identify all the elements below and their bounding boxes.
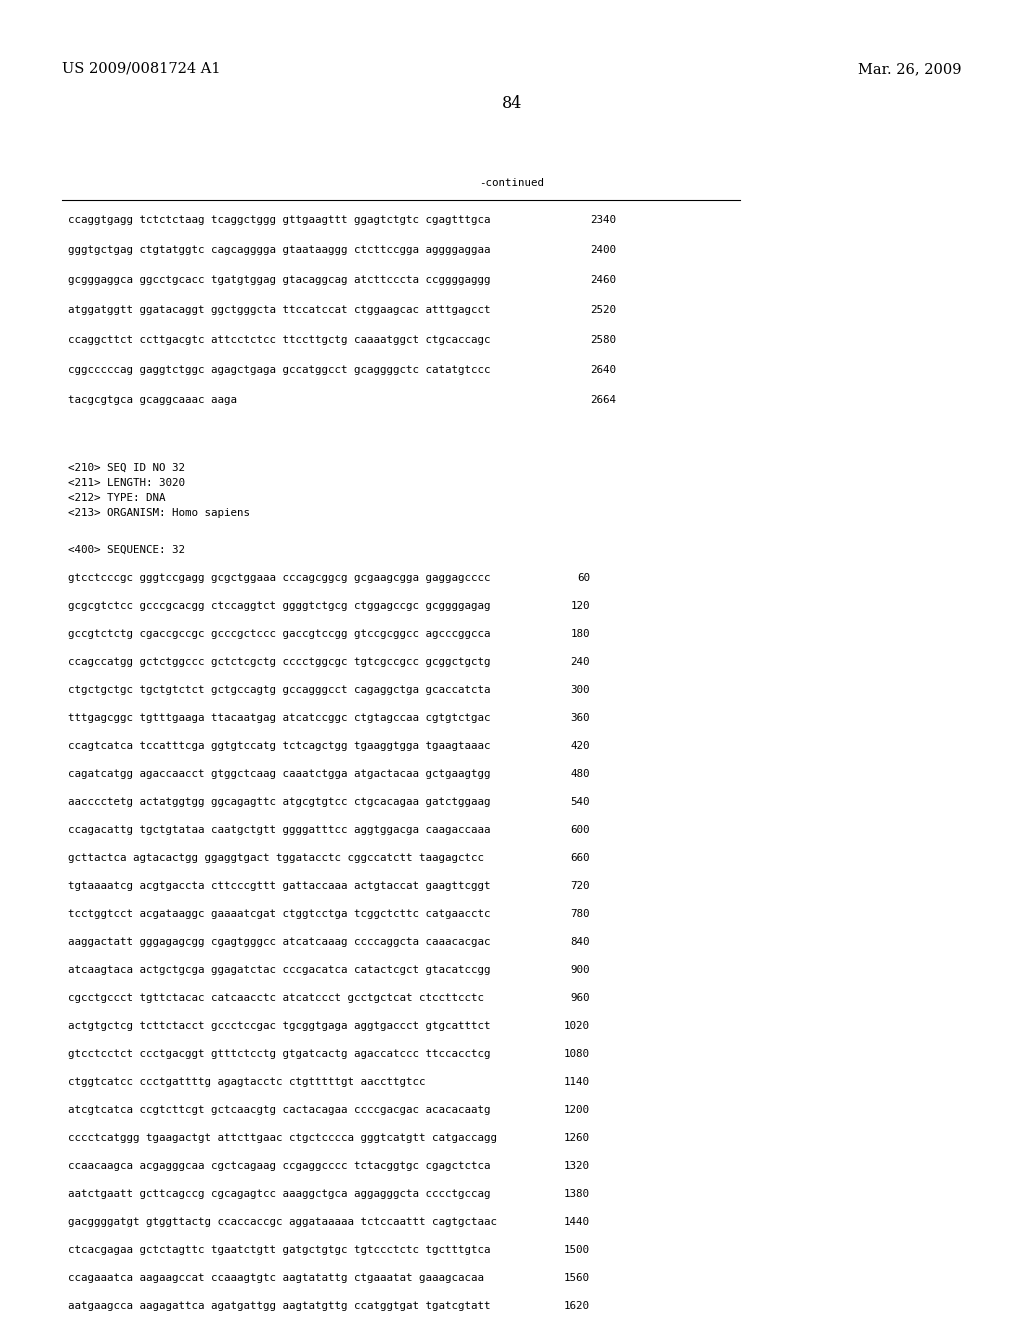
Text: Mar. 26, 2009: Mar. 26, 2009	[858, 62, 962, 77]
Text: aaggactatt gggagagcgg cgagtgggcc atcatcaaag ccccaggcta caaacacgac: aaggactatt gggagagcgg cgagtgggcc atcatca…	[68, 937, 490, 946]
Text: 240: 240	[570, 657, 590, 667]
Text: 120: 120	[570, 601, 590, 611]
Text: 360: 360	[570, 713, 590, 723]
Text: 840: 840	[570, 937, 590, 946]
Text: <211> LENGTH: 3020: <211> LENGTH: 3020	[68, 478, 185, 488]
Text: gtcctcctct ccctgacggt gtttctcctg gtgatcactg agaccatccc ttccacctcg: gtcctcctct ccctgacggt gtttctcctg gtgatca…	[68, 1049, 490, 1059]
Text: ccagaaatca aagaagccat ccaaagtgtc aagtatattg ctgaaatat gaaagcacaa: ccagaaatca aagaagccat ccaaagtgtc aagtata…	[68, 1272, 484, 1283]
Text: US 2009/0081724 A1: US 2009/0081724 A1	[62, 62, 220, 77]
Text: 1500: 1500	[564, 1245, 590, 1255]
Text: 1020: 1020	[564, 1020, 590, 1031]
Text: tttgagcggc tgtttgaaga ttacaatgag atcatccggc ctgtagccaa cgtgtctgac: tttgagcggc tgtttgaaga ttacaatgag atcatcc…	[68, 713, 490, 723]
Text: 2400: 2400	[590, 246, 616, 255]
Text: ccagtcatca tccatttcga ggtgtccatg tctcagctgg tgaaggtgga tgaagtaaac: ccagtcatca tccatttcga ggtgtccatg tctcagc…	[68, 741, 490, 751]
Text: 540: 540	[570, 797, 590, 807]
Text: -continued: -continued	[479, 178, 545, 187]
Text: 1140: 1140	[564, 1077, 590, 1086]
Text: 2340: 2340	[590, 215, 616, 224]
Text: gcttactca agtacactgg ggaggtgact tggatacctc cggccatctt taagagctcc: gcttactca agtacactgg ggaggtgact tggatacc…	[68, 853, 484, 863]
Text: <212> TYPE: DNA: <212> TYPE: DNA	[68, 492, 166, 503]
Text: atcaagtaca actgctgcga ggagatctac cccgacatca catactcgct gtacatccgg: atcaagtaca actgctgcga ggagatctac cccgaca…	[68, 965, 490, 975]
Text: ccagacattg tgctgtataa caatgctgtt ggggatttcc aggtggacga caagaccaaa: ccagacattg tgctgtataa caatgctgtt ggggatt…	[68, 825, 490, 836]
Text: 720: 720	[570, 880, 590, 891]
Text: ccaggtgagg tctctctaag tcaggctggg gttgaagttt ggagtctgtc cgagtttgca: ccaggtgagg tctctctaag tcaggctggg gttgaag…	[68, 215, 490, 224]
Text: tgtaaaatcg acgtgaccta cttcccgttt gattaccaaa actgtaccat gaagttcggt: tgtaaaatcg acgtgaccta cttcccgttt gattacc…	[68, 880, 490, 891]
Text: tacgcgtgca gcaggcaaac aaga: tacgcgtgca gcaggcaaac aaga	[68, 395, 237, 405]
Text: <400> SEQUENCE: 32: <400> SEQUENCE: 32	[68, 545, 185, 554]
Text: gtcctcccgc gggtccgagg gcgctggaaa cccagcggcg gcgaagcgga gaggagcccc: gtcctcccgc gggtccgagg gcgctggaaa cccagcg…	[68, 573, 490, 583]
Text: 1380: 1380	[564, 1189, 590, 1199]
Text: 1200: 1200	[564, 1105, 590, 1115]
Text: 1440: 1440	[564, 1217, 590, 1228]
Text: 1260: 1260	[564, 1133, 590, 1143]
Text: ctgctgctgc tgctgtctct gctgccagtg gccagggcct cagaggctga gcaccatcta: ctgctgctgc tgctgtctct gctgccagtg gccaggg…	[68, 685, 490, 696]
Text: gcgggaggca ggcctgcacc tgatgtggag gtacaggcag atcttcccta ccggggaggg: gcgggaggca ggcctgcacc tgatgtggag gtacagg…	[68, 275, 490, 285]
Text: ccagccatgg gctctggccc gctctcgctg cccctggcgc tgtcgccgcc gcggctgctg: ccagccatgg gctctggccc gctctcgctg cccctgg…	[68, 657, 490, 667]
Text: 900: 900	[570, 965, 590, 975]
Text: 1560: 1560	[564, 1272, 590, 1283]
Text: 660: 660	[570, 853, 590, 863]
Text: <210> SEQ ID NO 32: <210> SEQ ID NO 32	[68, 463, 185, 473]
Text: gacggggatgt gtggttactg ccaccaccgc aggataaaaa tctccaattt cagtgctaac: gacggggatgt gtggttactg ccaccaccgc aggata…	[68, 1217, 497, 1228]
Text: 180: 180	[570, 630, 590, 639]
Text: <213> ORGANISM: Homo sapiens: <213> ORGANISM: Homo sapiens	[68, 508, 250, 517]
Text: gccgtctctg cgaccgccgc gcccgctccc gaccgtccgg gtccgcggcc agcccggcca: gccgtctctg cgaccgccgc gcccgctccc gaccgtc…	[68, 630, 490, 639]
Text: cggcccccag gaggtctggc agagctgaga gccatggcct gcaggggctc catatgtccc: cggcccccag gaggtctggc agagctgaga gccatgg…	[68, 366, 490, 375]
Text: 300: 300	[570, 685, 590, 696]
Text: gggtgctgag ctgtatggtc cagcagggga gtaataaggg ctcttccgga aggggaggaa: gggtgctgag ctgtatggtc cagcagggga gtaataa…	[68, 246, 490, 255]
Text: 960: 960	[570, 993, 590, 1003]
Text: 2640: 2640	[590, 366, 616, 375]
Text: 2520: 2520	[590, 305, 616, 315]
Text: tcctggtcct acgataaggc gaaaatcgat ctggtcctga tcggctcttc catgaacctc: tcctggtcct acgataaggc gaaaatcgat ctggtcc…	[68, 909, 490, 919]
Text: ccaggcttct ccttgacgtc attcctctcc ttccttgctg caaaatggct ctgcaccagc: ccaggcttct ccttgacgtc attcctctcc ttccttg…	[68, 335, 490, 345]
Text: 2460: 2460	[590, 275, 616, 285]
Text: actgtgctcg tcttctacct gccctccgac tgcggtgaga aggtgaccct gtgcatttct: actgtgctcg tcttctacct gccctccgac tgcggtg…	[68, 1020, 490, 1031]
Text: aatgaagcca aagagattca agatgattgg aagtatgttg ccatggtgat tgatcgtatt: aatgaagcca aagagattca agatgattgg aagtatg…	[68, 1302, 490, 1311]
Text: atcgtcatca ccgtcttcgt gctcaacgtg cactacagaa ccccgacgac acacacaatg: atcgtcatca ccgtcttcgt gctcaacgtg cactaca…	[68, 1105, 490, 1115]
Text: 1620: 1620	[564, 1302, 590, 1311]
Text: 1080: 1080	[564, 1049, 590, 1059]
Text: 1320: 1320	[564, 1162, 590, 1171]
Text: 600: 600	[570, 825, 590, 836]
Text: 780: 780	[570, 909, 590, 919]
Text: 420: 420	[570, 741, 590, 751]
Text: atggatggtt ggatacaggt ggctgggcta ttccatccat ctggaagcac atttgagcct: atggatggtt ggatacaggt ggctgggcta ttccatc…	[68, 305, 490, 315]
Text: cccctcatggg tgaagactgt attcttgaac ctgctcccca gggtcatgtt catgaccagg: cccctcatggg tgaagactgt attcttgaac ctgctc…	[68, 1133, 497, 1143]
Text: ctggtcatcc ccctgattttg agagtacctc ctgtttttgt aaccttgtcc: ctggtcatcc ccctgattttg agagtacctc ctgttt…	[68, 1077, 426, 1086]
Text: aatctgaatt gcttcagccg cgcagagtcc aaaggctgca aggagggcta cccctgccag: aatctgaatt gcttcagccg cgcagagtcc aaaggct…	[68, 1189, 490, 1199]
Text: gcgcgtctcc gcccgcacgg ctccaggtct ggggtctgcg ctggagccgc gcggggagag: gcgcgtctcc gcccgcacgg ctccaggtct ggggtct…	[68, 601, 490, 611]
Text: 2580: 2580	[590, 335, 616, 345]
Text: cgcctgccct tgttctacac catcaacctc atcatccct gcctgctcat ctccttcctc: cgcctgccct tgttctacac catcaacctc atcatcc…	[68, 993, 484, 1003]
Text: 2664: 2664	[590, 395, 616, 405]
Text: cagatcatgg agaccaacct gtggctcaag caaatctgga atgactacaa gctgaagtgg: cagatcatgg agaccaacct gtggctcaag caaatct…	[68, 770, 490, 779]
Text: ccaacaagca acgagggcaa cgctcagaag ccgaggcccc tctacggtgc cgagctctca: ccaacaagca acgagggcaa cgctcagaag ccgaggc…	[68, 1162, 490, 1171]
Text: 480: 480	[570, 770, 590, 779]
Text: 60: 60	[577, 573, 590, 583]
Text: aacccctetg actatggtgg ggcagagttc atgcgtgtcc ctgcacagaa gatctggaag: aacccctetg actatggtgg ggcagagttc atgcgtg…	[68, 797, 490, 807]
Text: ctcacgagaa gctctagttc tgaatctgtt gatgctgtgc tgtccctctc tgctttgtca: ctcacgagaa gctctagttc tgaatctgtt gatgctg…	[68, 1245, 490, 1255]
Text: 84: 84	[502, 95, 522, 112]
